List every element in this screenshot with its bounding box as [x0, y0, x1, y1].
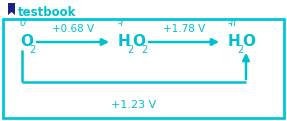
Text: +1.23 V: +1.23 V	[111, 100, 157, 110]
Text: +0.68 V: +0.68 V	[52, 24, 94, 34]
Text: +1.78 V: +1.78 V	[163, 24, 205, 34]
Text: -I: -I	[118, 18, 124, 28]
Text: testbook: testbook	[18, 7, 76, 19]
Text: O: O	[132, 34, 145, 49]
Text: 2: 2	[237, 45, 243, 55]
Text: 0: 0	[20, 18, 26, 28]
Text: 2: 2	[29, 45, 35, 55]
Text: 2: 2	[127, 45, 133, 55]
Text: H: H	[228, 34, 241, 49]
Text: -II: -II	[228, 18, 237, 28]
Text: 2: 2	[141, 45, 147, 55]
Text: O: O	[20, 34, 33, 49]
Text: H: H	[118, 34, 131, 49]
Text: O: O	[242, 34, 255, 49]
Polygon shape	[8, 3, 15, 15]
